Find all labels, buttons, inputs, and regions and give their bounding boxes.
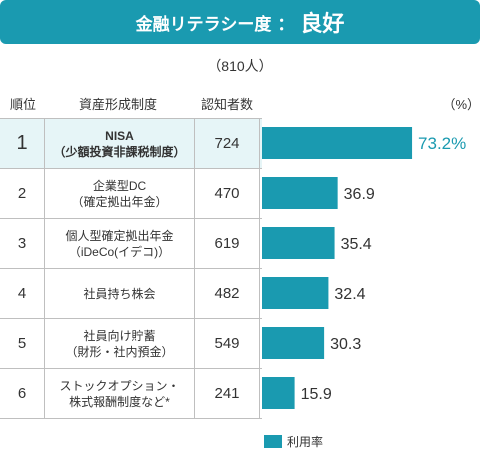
ranking-table: 1 NISA （少額投資非課税制度） 724 2 企業型DC （確定拠出年金） 470 3 個人型… bbox=[0, 118, 262, 419]
column-header-asset: 資産形成制度 bbox=[78, 97, 157, 112]
asset-name-cell: NISA （少額投資非課税制度） bbox=[44, 119, 194, 168]
table-row: 2 企業型DC （確定拠出年金） 470 bbox=[0, 169, 262, 219]
count-cell: 619 bbox=[194, 219, 260, 268]
asset-name-line1: 企業型DC bbox=[92, 178, 147, 193]
bar bbox=[262, 277, 329, 309]
chart-title: 金融リテラシー度 bbox=[135, 14, 272, 34]
rank-cell: 1 bbox=[16, 132, 28, 154]
table-row: 5 社員向け貯蓄 （財形・社内預金） 549 bbox=[0, 319, 262, 369]
asset-name-line2: （確定拠出年金） bbox=[71, 194, 168, 209]
asset-name-line2: （財形・社内預金） bbox=[65, 344, 174, 359]
rank-cell: 3 bbox=[17, 235, 27, 252]
asset-name-cell: 個人型確定拠出年金 （iDeCo(イデコ)） bbox=[44, 219, 194, 268]
asset-name-line1: ストックオプション・ bbox=[59, 378, 180, 393]
asset-name-line2: 株式報酬制度など* bbox=[69, 394, 170, 409]
count-cell: 482 bbox=[194, 269, 260, 318]
asset-name-cell: 社員持ち株会 bbox=[44, 269, 194, 318]
bar-value-label: 15.9 bbox=[301, 386, 332, 403]
count-cell: 549 bbox=[194, 319, 260, 368]
bar-value-label: 35.4 bbox=[341, 236, 372, 253]
legend: 利用率 bbox=[264, 433, 323, 450]
bar bbox=[262, 377, 295, 409]
count-cell: 724 bbox=[194, 119, 260, 168]
asset-name-line1: 社員持ち株会 bbox=[83, 286, 156, 301]
count-cell: 470 bbox=[194, 169, 260, 218]
title-banner: 金融リテラシー度 ： 良好 bbox=[0, 0, 480, 44]
bar-value-label: 36.9 bbox=[344, 186, 375, 203]
asset-name-cell: ストックオプション・ 株式報酬制度など* bbox=[44, 369, 194, 418]
title-colon: ： bbox=[277, 14, 295, 34]
count-cell: 241 bbox=[194, 369, 260, 418]
bar bbox=[262, 127, 413, 159]
rank-cell: 5 bbox=[17, 335, 27, 352]
rank-cell: 6 bbox=[17, 385, 27, 402]
unit-label: （%） bbox=[442, 97, 480, 112]
rank-cell: 4 bbox=[17, 285, 27, 302]
title-result: 良好 bbox=[300, 11, 345, 36]
bar-value-label: 73.2% bbox=[418, 134, 466, 153]
asset-name-cell: 社員向け貯蓄 （財形・社内預金） bbox=[44, 319, 194, 368]
bar-value-label: 32.4 bbox=[334, 286, 365, 303]
bar bbox=[262, 177, 338, 209]
asset-name-line1: NISA bbox=[105, 128, 134, 143]
asset-name-cell: 企業型DC （確定拠出年金） bbox=[44, 169, 194, 218]
asset-name-line1: 社員向け貯蓄 bbox=[83, 328, 156, 343]
bar bbox=[262, 227, 335, 259]
bar-chart: 73.2% 36.9 35.4 32.4 30.3 15.9 bbox=[262, 127, 466, 409]
asset-name-line1: 個人型確定拠出年金 bbox=[65, 228, 174, 243]
column-header-rank: 順位 bbox=[9, 97, 36, 112]
table-row: 6 ストックオプション・ 株式報酬制度など* 241 bbox=[0, 369, 262, 419]
respondent-count: （810人） bbox=[207, 58, 273, 74]
asset-name-line2: （iDeCo(イデコ)） bbox=[68, 244, 171, 259]
column-header-count: 認知者数 bbox=[200, 97, 253, 112]
table-row: 3 個人型確定拠出年金 （iDeCo(イデコ)） 619 bbox=[0, 219, 262, 269]
rank-cell: 2 bbox=[17, 185, 27, 202]
table-row: 4 社員持ち株会 482 bbox=[0, 269, 262, 319]
asset-name-line2: （少額投資非課税制度） bbox=[53, 144, 186, 159]
legend-label: 利用率 bbox=[287, 435, 324, 449]
legend-swatch bbox=[264, 435, 282, 448]
bar-value-label: 30.3 bbox=[330, 336, 361, 353]
table-row: 1 NISA （少額投資非課税制度） 724 bbox=[0, 119, 262, 169]
bar bbox=[262, 327, 325, 359]
